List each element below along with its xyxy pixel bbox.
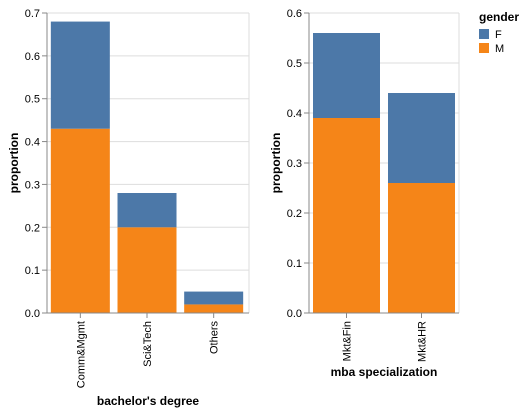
legend-label-f: F xyxy=(495,29,502,41)
bachelor-degree-chart: 0.0 0.1 0.2 0.3 0.4 0.5 0.6 0.7 Comm&Mgmt Sci&Tec… xyxy=(7,8,250,408)
y-tick-label: 0.4 xyxy=(25,137,40,149)
mba-specialization-chart: 0.0 0.1 0.2 0.3 0.4 0.5 0.6 Mkt&Fin Mkt&HR mba sp… xyxy=(269,8,460,379)
x-axis-title: bachelor's degree xyxy=(97,394,200,408)
legend-swatch-m xyxy=(479,43,489,53)
y-tick-label: 0.3 xyxy=(287,158,302,170)
legend: gender F M xyxy=(479,10,519,55)
y-tick-label: 0.5 xyxy=(25,94,40,106)
y-tick-label: 0.6 xyxy=(287,8,302,20)
y-axis-title: proportion xyxy=(269,133,283,194)
bar-m-2 xyxy=(184,304,244,313)
x-tick-label: Mkt&HR xyxy=(417,321,429,362)
bar-f-0 xyxy=(313,33,380,118)
x-tick-label: Others xyxy=(209,321,221,355)
legend-label-m: M xyxy=(495,43,504,55)
y-tick-label: 0.0 xyxy=(25,308,40,320)
y-tick-label: 0.3 xyxy=(25,179,40,191)
bar-m-0 xyxy=(313,118,380,313)
legend-title: gender xyxy=(479,10,519,24)
bar-f-1 xyxy=(388,93,455,183)
y-axis-title: proportion xyxy=(7,133,21,194)
legend-swatch-f xyxy=(479,29,489,39)
y-tick-label: 0.7 xyxy=(25,8,40,20)
x-tick-label: Comm&Mgmt xyxy=(75,321,87,388)
bar-f-1 xyxy=(117,193,177,228)
bar-m-1 xyxy=(117,227,177,313)
x-tick-label: Mkt&Fin xyxy=(342,321,354,361)
bar-m-1 xyxy=(388,183,455,313)
bar-m-0 xyxy=(50,128,110,313)
y-tick-label: 0.4 xyxy=(287,108,302,120)
x-tick-label: Sci&Tech xyxy=(142,321,154,367)
y-tick-label: 0.5 xyxy=(287,58,302,70)
y-tick-label: 0.1 xyxy=(25,265,40,277)
x-axis-title: mba specialization xyxy=(331,365,438,379)
y-tick-label: 0.6 xyxy=(25,51,40,63)
bar-f-2 xyxy=(184,291,244,305)
y-tick-label: 0.0 xyxy=(287,308,302,320)
bar-f-0 xyxy=(50,21,110,129)
y-tick-label: 0.2 xyxy=(25,222,40,234)
y-tick-label: 0.2 xyxy=(287,208,302,220)
y-tick-label: 0.1 xyxy=(287,258,302,270)
